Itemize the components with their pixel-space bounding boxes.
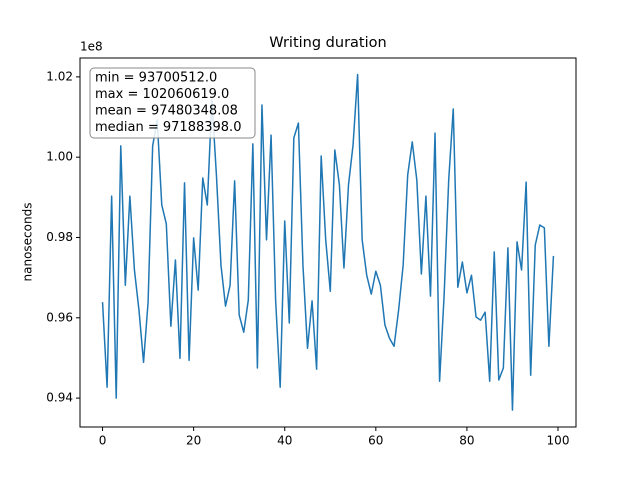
y-tick-label: 1.00 — [46, 150, 73, 164]
stats-line: mean = 97480348.08 — [95, 104, 238, 119]
x-tick-label: 60 — [368, 434, 383, 448]
plot-frame — [79, 57, 577, 428]
stats-line: median = 97188398.0 — [95, 120, 241, 135]
chart-title: Writing duration — [269, 35, 386, 51]
y-tick-label: 0.98 — [46, 230, 73, 244]
plot-area — [101, 73, 555, 411]
stats-line: max = 102060619.0 — [95, 87, 229, 102]
stats-line: min = 93700512.0 — [95, 71, 217, 86]
stats-box — [89, 67, 256, 139]
y-tick-label: 0.94 — [46, 391, 73, 405]
y-tick-label: 1.02 — [46, 69, 73, 83]
x-tick-label: 100 — [547, 434, 570, 448]
y-offset-label: 1e8 — [80, 40, 103, 54]
y-axis-label: nanoseconds — [21, 203, 35, 282]
x-tick-label: 80 — [459, 434, 474, 448]
x-tick-label: 20 — [186, 434, 201, 448]
y-tick-label: 0.96 — [46, 310, 73, 324]
data-line — [101, 73, 555, 411]
x-tick-label: 40 — [277, 434, 292, 448]
x-tick-label: 0 — [99, 434, 107, 448]
